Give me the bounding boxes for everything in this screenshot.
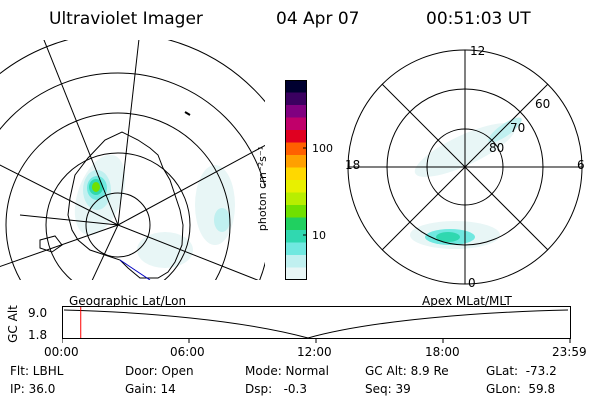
mlat-label-80: 80: [489, 141, 505, 155]
colorbar-unit-label: photon cm⁻²s⁻¹: [256, 145, 270, 232]
time-label: 00:51:03 UT: [426, 9, 531, 29]
colorbar-stripe: [285, 105, 307, 118]
dsp-status: Dsp: -0.3: [245, 382, 308, 396]
colorbar-stripe: [285, 192, 307, 206]
orbit-plot-ytick-max: 9.0: [28, 306, 48, 320]
glat-status: GLat: -73.2: [486, 364, 557, 378]
mlt-label-6: 6: [577, 158, 585, 172]
colorbar-stripe: [285, 180, 307, 193]
colorbar: [285, 80, 307, 280]
orbit-plot-ytick-min: 1.8: [28, 328, 48, 342]
glon-status: GLon: 59.8: [486, 382, 556, 396]
geographic-map: [0, 40, 265, 280]
colorbar-stripe: [285, 230, 307, 243]
orbit-altitude-plot: [62, 306, 571, 343]
geo-map-caption: Geographic Lat/Lon: [69, 294, 187, 308]
colorbar-stripe: [285, 80, 307, 93]
colorbar-tick-100: 100: [312, 142, 333, 155]
colorbar-tick-10: 10: [312, 229, 326, 242]
instrument-title: Ultraviolet Imager: [49, 9, 203, 29]
colorbar-stripe: [285, 142, 307, 156]
colorbar-stripe: [285, 167, 307, 181]
aurora-oval-mag: [410, 117, 522, 249]
date-label: 04 Apr 07: [276, 9, 360, 29]
colorbar-stripe: [285, 217, 307, 231]
ip-status: IP: 36.0: [10, 382, 56, 396]
mode-status: Mode: Normal: [245, 364, 329, 378]
door-status: Door: Open: [125, 364, 194, 378]
gc-altitude-status: GC Alt: 8.9 Re: [365, 364, 449, 378]
gain-status: Gain: 14: [125, 382, 176, 396]
orbit-plot-ylabel: GC Alt: [5, 305, 20, 343]
colorbar-stripe: [285, 205, 307, 218]
colorbar-stripe: [285, 117, 307, 131]
colorbar-stripe: [285, 242, 307, 256]
orbit-plot-xtick: 12:00: [297, 345, 332, 359]
mag-map-caption: Apex MLat/MLT: [422, 294, 512, 308]
colorbar-stripe: [285, 255, 307, 268]
mlt-label-0: 0: [468, 276, 476, 290]
colorbar-stripe: [285, 267, 307, 280]
colorbar-stripe: [285, 130, 307, 143]
orbit-plot-xtick: 06:00: [170, 345, 205, 359]
mlat-label-60: 60: [535, 97, 551, 111]
mlat-label-70: 70: [510, 121, 526, 135]
mlt-label-18: 18: [345, 158, 361, 172]
orbit-plot-xtick: 18:00: [425, 345, 460, 359]
filter-status: Flt: LBHL: [10, 364, 64, 378]
colorbar-stripe: [285, 92, 307, 106]
colorbar-stripe: [285, 155, 307, 168]
sequence-status: Seq: 39: [365, 382, 411, 396]
orbit-plot-xtick: 00:00: [44, 345, 79, 359]
mlt-label-12: 12: [470, 44, 486, 58]
magnetic-polar-map: [347, 49, 583, 285]
orbit-plot-xtick: 23:59: [552, 345, 587, 359]
